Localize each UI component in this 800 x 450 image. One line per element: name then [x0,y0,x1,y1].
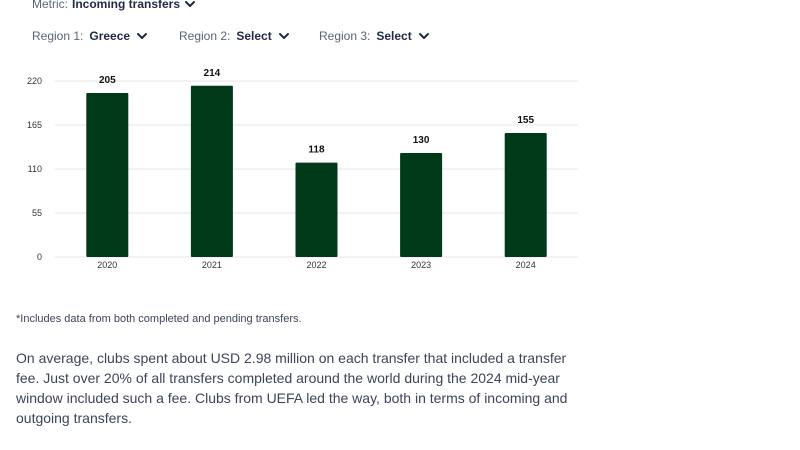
data-label: 205 [99,75,116,86]
chevron-down-icon [137,33,148,39]
x-tick-label: 2024 [516,260,536,270]
x-tick-label: 2022 [306,260,326,270]
metric-label: Metric: [32,0,68,11]
data-label: 214 [204,68,221,79]
y-tick-label: 220 [27,76,42,86]
y-tick-label: 0 [37,252,42,262]
region2-label: Region 2: [179,29,231,43]
region1-dropdown[interactable]: Region 1: Greece [32,29,179,43]
chevron-down-icon [185,1,196,7]
region3-value: Select [376,29,412,43]
region-filters: Region 1: Greece Region 2: Select Region… [32,29,439,43]
data-label: 118 [308,145,325,156]
region3-dropdown[interactable]: Region 3: Select [319,29,439,43]
chevron-down-icon [418,33,429,39]
summary-paragraph: On average, clubs spent about USD 2.98 m… [16,350,568,426]
data-label: 155 [517,115,534,126]
region1-value: Greece [89,29,131,43]
metric-dropdown[interactable]: Metric: Incoming transfers [32,0,196,11]
bar [504,133,547,257]
bar-chart: 0 55 110 165 220 205 2020 214 2021 118 2022 130 2023… [27,68,578,270]
y-tick-label: 110 [28,164,42,174]
footnote: *Includes data from both completed and p… [16,313,302,325]
bar [295,162,338,257]
metric-value: Incoming transfers [72,0,181,11]
bar [86,93,129,257]
region2-dropdown[interactable]: Region 2: Select [179,29,319,43]
bar [400,153,443,257]
x-tick-label: 2021 [202,260,222,270]
data-label: 130 [413,135,430,146]
y-tick-label: 55 [32,208,42,218]
x-tick-label: 2020 [97,260,117,270]
x-tick-label: 2023 [411,260,431,270]
y-tick-label: 165 [27,120,42,130]
region2-value: Select [236,29,272,43]
bar [190,85,233,257]
region1-label: Region 1: [32,29,84,43]
region3-label: Region 3: [319,29,371,43]
chevron-down-icon [278,33,289,39]
